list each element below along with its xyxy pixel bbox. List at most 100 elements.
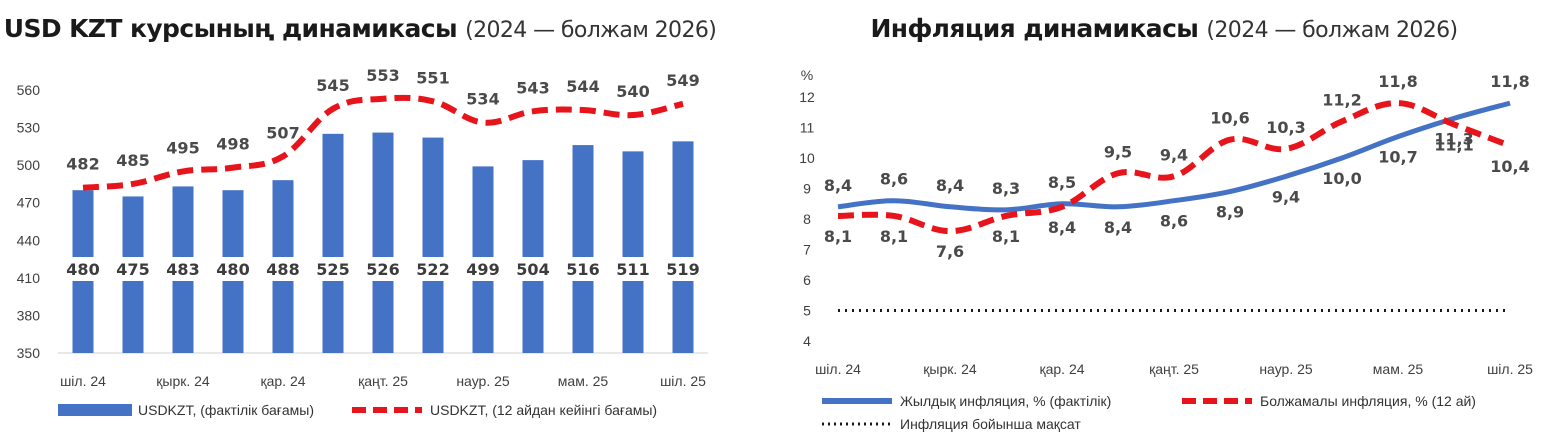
inflation-chart-plot: % 4 5 6 7 8 9 10 11 12 8,4 8,6 8,4 8,3 8,5 8,4 8,6 8,9 9,4…: [799, 67, 1533, 377]
x-tick-label: мам. 25: [1373, 361, 1424, 377]
y-tick-label: 560: [17, 82, 41, 98]
line-data-label: 540: [616, 82, 649, 101]
inflation-title-sub: (2024 — болжам 2026): [1206, 18, 1458, 43]
line-data-label: 545: [316, 76, 349, 95]
bar-label-bg: [263, 257, 303, 281]
bar-label-bg: [563, 257, 603, 281]
actual-data-label: 11,8: [1490, 72, 1529, 91]
actual-data-label: 11,3: [1434, 129, 1473, 148]
bar-data-label: 519: [666, 260, 699, 279]
forecast-data-label: 10,6: [1210, 109, 1249, 128]
line-data-label: 553: [366, 66, 399, 85]
bar-data-label: 525: [316, 260, 349, 279]
legend-item-usdkzt-actual: USDKZT, (фактілік бағамы): [58, 402, 314, 418]
line-data-label: 549: [666, 71, 699, 90]
bar-label-bg: [413, 257, 453, 281]
legend-item-inflation-target: Инфляция бойынша мақсат: [820, 416, 1081, 432]
x-tick-label: наур. 25: [456, 373, 510, 389]
legend-item-usdkzt-forecast: USDKZT, (12 айдан кейінгі бағамы): [350, 402, 657, 418]
bar: [522, 160, 544, 353]
bar-label-bg: [313, 257, 353, 281]
x-tick-label: шіл. 25: [660, 373, 706, 389]
legend-item-inflation-actual: Жылдық инфляция, % (фактілік): [820, 393, 1111, 409]
y-tick-label: 10: [799, 150, 815, 166]
forecast-data-label: 10,4: [1490, 157, 1529, 176]
line-data-label: 495: [166, 138, 199, 157]
forecast-data-label: 7,6: [936, 242, 964, 261]
x-tick-label: шіл. 24: [60, 373, 106, 389]
bar-label-bg: [613, 257, 653, 281]
x-tick-label: қырк. 24: [156, 373, 210, 389]
x-tick-label: мам. 25: [558, 373, 609, 389]
x-tick-label: қаңт. 25: [1149, 361, 1199, 377]
x-tick-label: қаңт. 25: [358, 373, 408, 389]
bar-label-bg: [463, 257, 503, 281]
legend-swatch-bar: [58, 404, 132, 416]
actual-data-label: 10,7: [1378, 148, 1417, 167]
actual-data-label: 10,0: [1322, 169, 1361, 188]
bar-data-label: 511: [616, 260, 649, 279]
legend-swatch-dashed-red: [1182, 398, 1252, 404]
usdkzt-title-main: USD KZT курсының динамикасы: [3, 14, 458, 43]
line-data-label: 551: [416, 68, 449, 87]
legend-label-usdkzt-actual: USDKZT, (фактілік бағамы): [138, 402, 315, 418]
bar-label-bg: [663, 257, 703, 281]
inflation-chart-title: Инфляция динамикасы (2024 — болжам 2026): [760, 14, 1568, 43]
line-data-label: 544: [566, 77, 599, 96]
y-tick-label: 410: [17, 270, 41, 286]
legend-label-inflation-target: Инфляция бойынша мақсат: [900, 416, 1081, 432]
x-tick-label: қырк. 24: [923, 361, 977, 377]
actual-inflation-line-series: [837, 100, 1511, 213]
y-tick-label: 11: [800, 120, 815, 136]
actual-data-label: 8,4: [1104, 218, 1132, 237]
actual-data-label: 8,4: [824, 176, 852, 195]
line-data-label: 534: [466, 90, 499, 109]
bar: [322, 133, 344, 353]
bar: [372, 132, 394, 353]
y-tick-label: 4: [803, 333, 811, 349]
line-data-label: 482: [66, 155, 99, 174]
bar: [672, 141, 694, 353]
y-tick-label: 530: [17, 120, 41, 136]
x-tick-label: қар. 24: [1039, 361, 1084, 377]
bar-data-label: 488: [266, 260, 299, 279]
forecast-data-label: 8,1: [992, 227, 1020, 246]
legend-swatch-dotted-black: [822, 422, 892, 426]
line-data-label: 507: [266, 123, 299, 142]
bar: [572, 145, 594, 353]
line-data-label: 498: [216, 135, 249, 154]
bar-data-label: 480: [216, 260, 249, 279]
bar-label-bg: [163, 257, 203, 281]
forecast-data-label: 9,5: [1104, 142, 1132, 161]
x-tick-label: қар. 24: [260, 373, 305, 389]
forecast-data-label: 9,4: [1160, 145, 1188, 164]
actual-data-label: 8,3: [992, 179, 1020, 198]
actual-data-label: 8,4: [936, 176, 964, 195]
bar-data-label: 480: [66, 260, 99, 279]
y-tick-label: 440: [17, 232, 41, 248]
actual-data-label: 8,6: [880, 170, 908, 189]
actual-data-label: 8,9: [1216, 203, 1244, 222]
bar: [622, 151, 644, 353]
bar-data-label: 516: [566, 260, 599, 279]
y-tick-label: 380: [17, 307, 41, 323]
forecast-data-label: 11,2: [1322, 90, 1361, 109]
actual-data-label: 8,5: [1048, 173, 1076, 192]
legend-label-inflation-forecast: Болжамалы инфляция, % (12 ай): [1260, 393, 1476, 409]
bar-label-bg: [513, 257, 553, 281]
y-tick-label: 500: [17, 157, 41, 173]
y-tick-label: 9: [803, 181, 811, 197]
forecast-data-label: 8,1: [880, 227, 908, 246]
actual-data-label: 8,6: [1160, 212, 1188, 231]
bar-data-label: 504: [516, 260, 549, 279]
line-data-label: 543: [516, 78, 549, 97]
bar-data-label: 526: [366, 260, 399, 279]
usdkzt-chart-title: USD KZT курсының динамикасы (2024 — болж…: [0, 14, 720, 43]
legend-swatch-solid-blue: [822, 398, 892, 404]
line-data-label: 485: [116, 151, 149, 170]
y-tick-label: 6: [803, 272, 811, 288]
usdkzt-chart-panel: USD KZT курсының динамикасы (2024 — болж…: [0, 0, 720, 436]
forecast-data-label: 10,3: [1266, 118, 1305, 137]
y-tick-label: 12: [799, 89, 815, 105]
y-tick-label: 470: [17, 195, 41, 211]
